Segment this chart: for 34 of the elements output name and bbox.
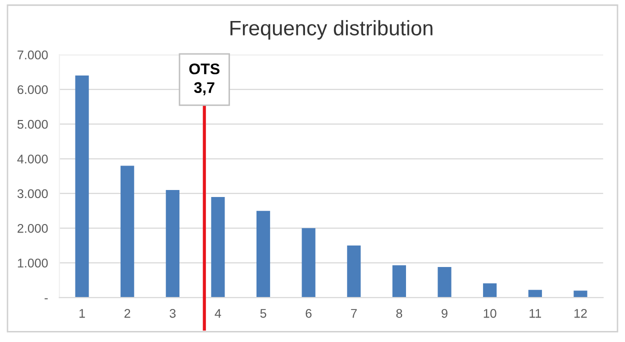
- x-tick-label: 2: [124, 308, 130, 318]
- x-tick-label: 12: [574, 308, 587, 318]
- bar: [302, 228, 316, 298]
- x-tick-label: 8: [396, 308, 402, 318]
- bar: [392, 265, 406, 298]
- bar: [120, 166, 134, 298]
- bar: [166, 190, 180, 298]
- bar: [574, 290, 588, 298]
- y-tick-label: 7.000: [18, 50, 48, 60]
- x-tick-label: 3: [170, 308, 176, 318]
- y-tick-label: 1.000: [18, 258, 48, 268]
- y-tick-label: 4.000: [17, 154, 48, 164]
- bar: [75, 76, 89, 298]
- y-tick-label: 2.000: [18, 224, 48, 233]
- x-tick-label: 10: [484, 308, 496, 318]
- y-tick-label: -: [44, 298, 48, 300]
- bar: [483, 283, 497, 298]
- bar: [347, 246, 361, 298]
- y-tick-label: 3.000: [17, 189, 48, 198]
- bar: [528, 290, 542, 298]
- bar: [438, 267, 452, 298]
- x-tick-label: 1: [80, 309, 85, 318]
- x-tick-label: 4: [214, 309, 222, 318]
- x-tick-label: 11: [530, 309, 542, 318]
- x-tick-label: 9: [442, 308, 448, 318]
- x-tick-label: 5: [260, 309, 266, 318]
- y-tick-label: 5.000: [17, 120, 48, 129]
- x-tick-label: 7: [351, 309, 357, 318]
- ref-line-label: OTS 3,7: [189, 63, 220, 96]
- bar: [256, 210, 270, 298]
- x-tick-label: 6: [306, 308, 312, 318]
- chart-title: Frequency distribution: [230, 20, 432, 40]
- y-tick-label: 6.000: [18, 85, 48, 94]
- bar: [211, 196, 225, 298]
